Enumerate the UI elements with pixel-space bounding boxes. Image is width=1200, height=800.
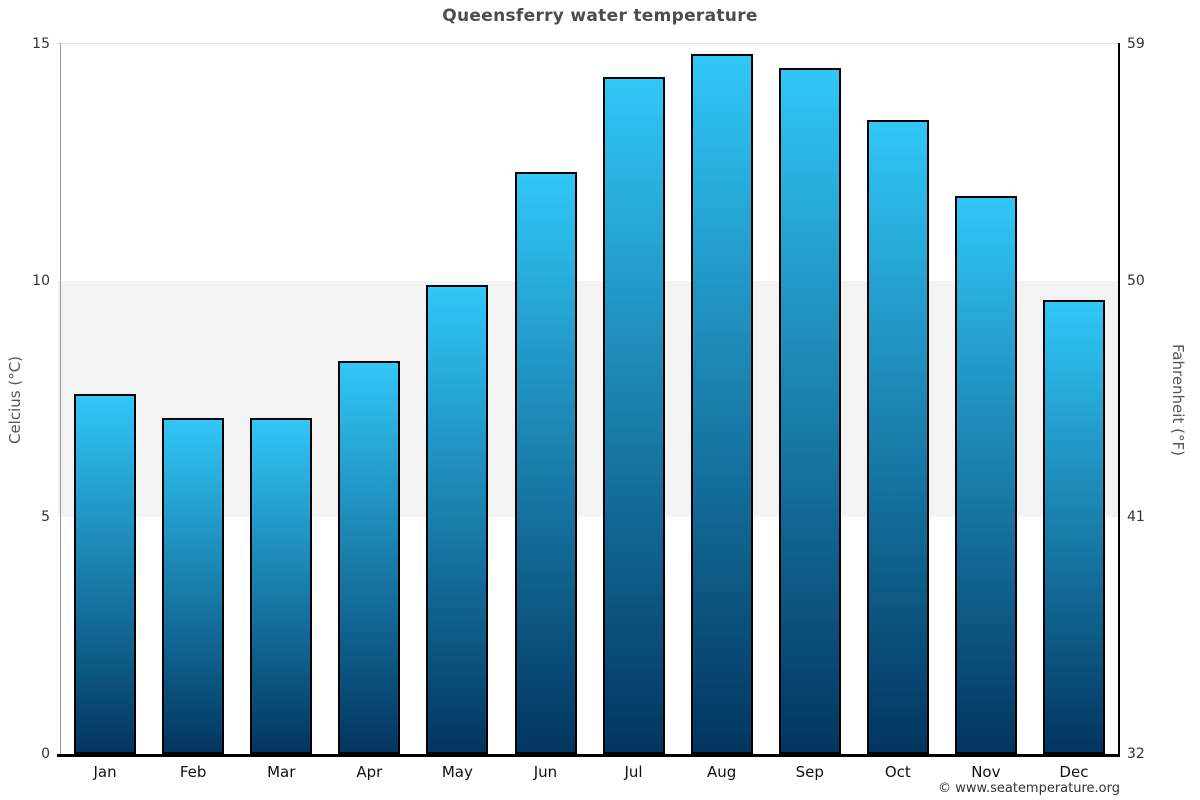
bar-jun [514,171,577,754]
bar-jul [602,77,665,754]
bar-feb [162,417,225,754]
ytick-celsius-10: 10 [32,272,50,289]
month-label-oct: Oct [884,763,911,781]
month-label-apr: Apr [356,763,383,781]
y-axis-label-celsius: Celcius (°C) [6,355,24,445]
ytick-fahrenheit-59: 59 [1127,36,1145,52]
chart-title: Queensferry water temperature [442,6,758,26]
month-label-aug: Aug [706,763,737,781]
right-axis-line [1118,43,1120,757]
gridband-5-10c [58,280,1118,518]
ytick-fahrenheit-50: 50 [1127,272,1145,289]
ytick-celsius-15: 15 [32,36,50,52]
month-label-nov: Nov [971,763,1001,781]
bar-apr [338,361,401,754]
bar-aug [690,53,753,754]
month-label-feb: Feb [179,763,207,781]
month-label-sep: Sep [795,763,824,781]
bar-jan [74,394,136,754]
ytick-celsius-0: 0 [41,746,50,762]
ytick-fahrenheit-41: 41 [1127,509,1145,526]
month-label-jun: Jun [533,763,558,781]
month-label-jan: Jan [93,763,117,781]
month-label-jul: Jul [624,763,643,781]
ytick-celsius-5: 5 [41,509,50,526]
ytick-fahrenheit-32: 32 [1127,746,1145,762]
left-axis-line [60,43,61,754]
gridline-15c [57,43,1118,44]
month-label-mar: Mar [267,763,296,781]
bar-may [426,285,489,754]
bottom-axis-line [57,754,1120,757]
footer-credit-link[interactable]: © www.seatemperature.org [938,781,1120,796]
bar-nov [954,195,1017,754]
month-label-may: May [441,763,473,781]
bar-dec [1043,299,1105,754]
bar-oct [866,119,929,754]
bar-sep [778,67,841,754]
month-label-dec: Dec [1059,763,1089,781]
bar-mar [250,417,313,754]
y-axis-label-fahrenheit: Fahrenheit (°F) [1169,344,1187,456]
